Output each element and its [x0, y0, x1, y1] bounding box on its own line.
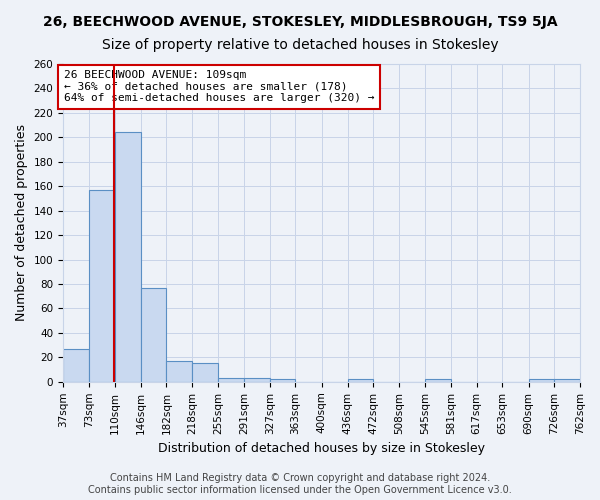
Bar [89, 190, 115, 382]
Bar [425, 380, 451, 382]
Text: Contains HM Land Registry data © Crown copyright and database right 2024.
Contai: Contains HM Land Registry data © Crown c… [88, 474, 512, 495]
Y-axis label: Number of detached properties: Number of detached properties [15, 124, 28, 322]
Bar [218, 378, 244, 382]
Bar [270, 380, 295, 382]
Bar [63, 349, 89, 382]
Bar [529, 380, 554, 382]
Text: 26, BEECHWOOD AVENUE, STOKESLEY, MIDDLESBROUGH, TS9 5JA: 26, BEECHWOOD AVENUE, STOKESLEY, MIDDLES… [43, 15, 557, 29]
Text: Size of property relative to detached houses in Stokesley: Size of property relative to detached ho… [101, 38, 499, 52]
X-axis label: Distribution of detached houses by size in Stokesley: Distribution of detached houses by size … [158, 442, 485, 455]
Text: 26 BEECHWOOD AVENUE: 109sqm
← 36% of detached houses are smaller (178)
64% of se: 26 BEECHWOOD AVENUE: 109sqm ← 36% of det… [64, 70, 374, 103]
Bar [192, 364, 218, 382]
Bar [347, 380, 373, 382]
Bar [166, 361, 192, 382]
Bar [141, 288, 166, 382]
Bar [244, 378, 270, 382]
Bar [115, 132, 141, 382]
Bar [554, 380, 580, 382]
